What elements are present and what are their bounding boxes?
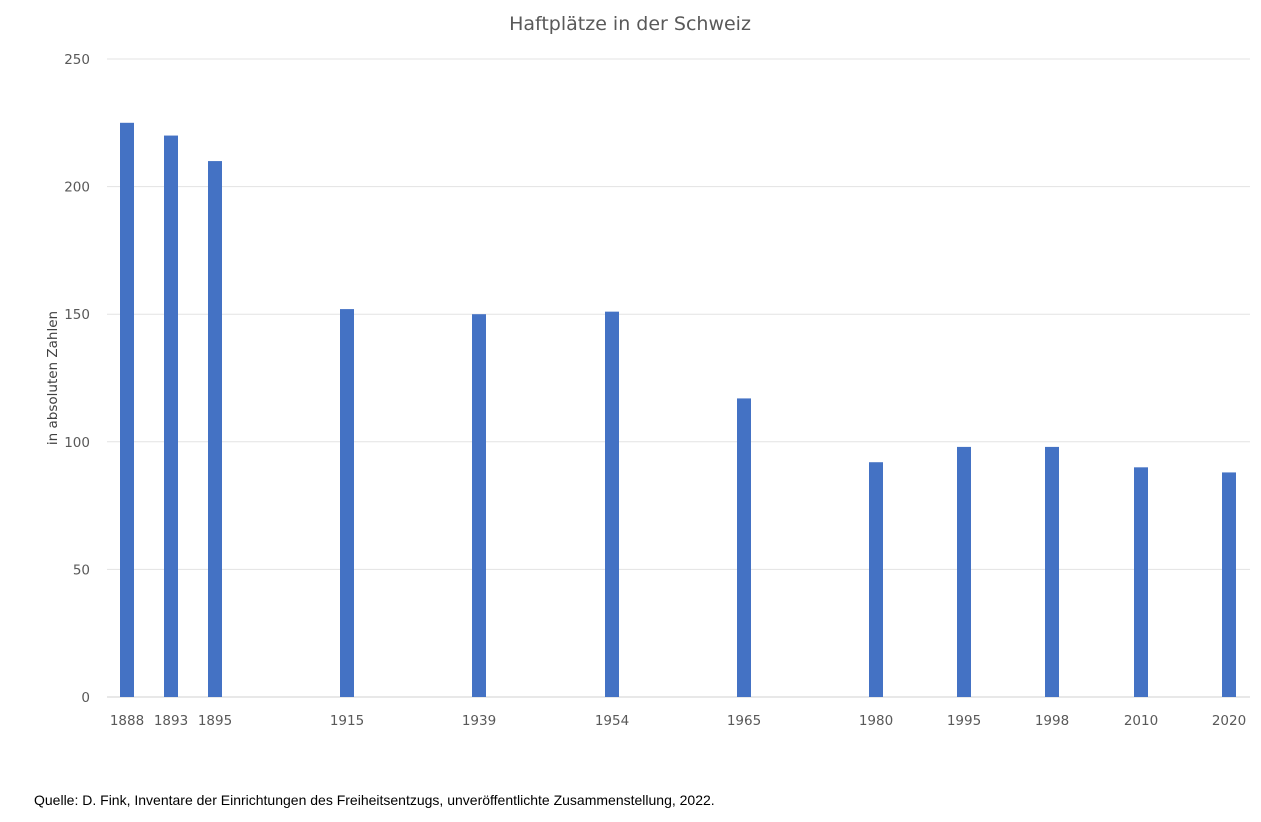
bar-1893: [164, 135, 178, 697]
y-tick-label: 50: [73, 562, 90, 578]
source-note: Quelle: D. Fink, Inventare der Einrichtu…: [34, 792, 715, 808]
chart-title: Haftplätze in der Schweiz: [509, 13, 751, 35]
y-tick-label: 150: [64, 307, 90, 323]
x-tick-label: 1995: [947, 713, 981, 729]
bar-chart: Haftplätze in der Schweiz 0 50 100 150 200 25…: [45, 13, 1250, 729]
gridlines: [107, 58, 1250, 698]
x-axis-ticks: 1888 1893 1895 1915 1939 1954 1965 1980 1995 1998…: [110, 713, 1246, 729]
bar-1995: [957, 446, 971, 697]
x-tick-label: 2020: [1212, 713, 1246, 729]
bar-1895: [208, 161, 222, 697]
y-tick-label: 0: [81, 690, 90, 706]
bars: [120, 122, 1236, 698]
y-tick-label: 250: [64, 52, 90, 68]
x-tick-label: 1939: [462, 713, 496, 729]
bar-1998: [1045, 446, 1059, 697]
bar-1915: [340, 309, 354, 697]
x-tick-label: 1893: [154, 713, 188, 729]
bar-1965: [737, 398, 751, 697]
x-tick-label: 1998: [1035, 713, 1069, 729]
x-tick-label: 1980: [859, 713, 893, 729]
x-tick-label: 1954: [595, 713, 629, 729]
y-tick-label: 100: [64, 435, 90, 451]
bar-2010: [1134, 467, 1148, 697]
y-axis-ticks: 0 50 100 150 200 250: [64, 52, 90, 706]
x-tick-label: 1915: [330, 713, 364, 729]
y-tick-label: 200: [64, 180, 90, 196]
bar-1939: [472, 314, 486, 697]
bar-1954: [605, 311, 619, 697]
bar-1980: [869, 462, 883, 697]
bar-1888: [120, 122, 134, 698]
y-axis-label: in absoluten Zahlen: [45, 311, 61, 445]
x-tick-label: 2010: [1124, 713, 1158, 729]
x-tick-label: 1888: [110, 713, 144, 729]
x-tick-label: 1965: [727, 713, 761, 729]
x-tick-label: 1895: [198, 713, 232, 729]
bar-2020: [1222, 472, 1236, 697]
